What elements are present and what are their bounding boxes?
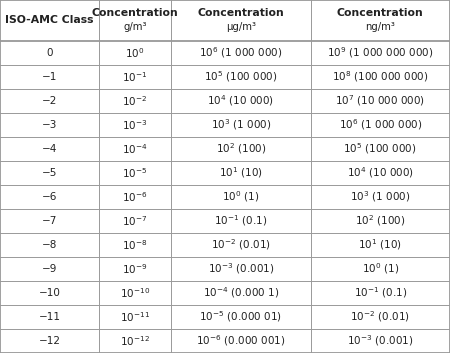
Text: −7: −7 — [42, 216, 57, 226]
Text: $10^{5}$ (100 000): $10^{5}$ (100 000) — [204, 69, 278, 84]
Text: $10^{4}$ (10 000): $10^{4}$ (10 000) — [347, 165, 414, 180]
Text: $10^{4}$ (10 000): $10^{4}$ (10 000) — [207, 93, 274, 108]
Text: $10^{2}$ (100): $10^{2}$ (100) — [355, 214, 405, 228]
Text: $10^{7}$ (10 000 000): $10^{7}$ (10 000 000) — [335, 93, 425, 108]
Text: µg/m³: µg/m³ — [226, 22, 256, 32]
Text: −12: −12 — [39, 336, 60, 346]
Text: $10^{-1}$ (0.1): $10^{-1}$ (0.1) — [354, 286, 407, 300]
Text: $10^{-6}$ (0.000 001): $10^{-6}$ (0.000 001) — [196, 334, 286, 348]
Text: $10^{-2}$ (0.01): $10^{-2}$ (0.01) — [211, 238, 271, 252]
Text: $10^{-8}$: $10^{-8}$ — [122, 238, 148, 252]
Text: $10^{-12}$: $10^{-12}$ — [120, 334, 150, 348]
Text: Concentration: Concentration — [337, 7, 423, 18]
Text: Concentration: Concentration — [92, 7, 178, 18]
Text: $10^{0}$: $10^{0}$ — [125, 46, 145, 60]
Text: $10^{1}$ (10): $10^{1}$ (10) — [219, 165, 263, 180]
Text: 0: 0 — [46, 48, 53, 58]
Text: −4: −4 — [42, 144, 57, 154]
Text: $10^{3}$ (1 000): $10^{3}$ (1 000) — [211, 117, 271, 132]
Text: g/m³: g/m³ — [123, 22, 147, 32]
Text: $10^{8}$ (100 000 000): $10^{8}$ (100 000 000) — [332, 69, 428, 84]
Text: $10^{-4}$ (0.000 1): $10^{-4}$ (0.000 1) — [202, 286, 279, 300]
Text: $10^{-2}$ (0.01): $10^{-2}$ (0.01) — [350, 310, 410, 324]
Text: −1: −1 — [42, 72, 57, 82]
Text: $10^{-3}$ (0.001): $10^{-3}$ (0.001) — [207, 262, 274, 276]
Text: $10^{-6}$: $10^{-6}$ — [122, 190, 148, 204]
Text: ISO-AMC Class: ISO-AMC Class — [5, 15, 94, 25]
Text: $10^{-2}$: $10^{-2}$ — [122, 94, 148, 108]
Text: −8: −8 — [42, 240, 57, 250]
Text: −11: −11 — [39, 312, 60, 322]
Text: $10^{0}$ (1): $10^{0}$ (1) — [362, 262, 399, 276]
Text: $10^{-3}$: $10^{-3}$ — [122, 118, 148, 132]
Text: $10^{-1}$ (0.1): $10^{-1}$ (0.1) — [214, 214, 267, 228]
Text: −5: −5 — [42, 168, 57, 178]
Text: $10^{0}$ (1): $10^{0}$ (1) — [222, 190, 259, 204]
Text: $10^{-11}$: $10^{-11}$ — [120, 310, 150, 324]
Text: $10^{-10}$: $10^{-10}$ — [120, 286, 150, 300]
Text: Concentration: Concentration — [198, 7, 284, 18]
Text: $10^{-9}$: $10^{-9}$ — [122, 262, 148, 276]
Text: −2: −2 — [42, 96, 57, 106]
Text: $10^{-5}$: $10^{-5}$ — [122, 166, 148, 180]
Text: $10^{1}$ (10): $10^{1}$ (10) — [358, 238, 402, 252]
Text: −3: −3 — [42, 120, 57, 130]
Text: $10^{2}$ (100): $10^{2}$ (100) — [216, 141, 266, 156]
Text: −10: −10 — [39, 288, 60, 298]
Text: $10^{6}$ (1 000 000): $10^{6}$ (1 000 000) — [199, 45, 283, 60]
Text: −9: −9 — [42, 264, 57, 274]
Text: $10^{-1}$: $10^{-1}$ — [122, 70, 148, 84]
Text: $10^{-4}$: $10^{-4}$ — [122, 142, 148, 156]
Text: $10^{9}$ (1 000 000 000): $10^{9}$ (1 000 000 000) — [327, 45, 433, 60]
Text: $10^{-7}$: $10^{-7}$ — [122, 214, 148, 228]
Text: $10^{-3}$ (0.001): $10^{-3}$ (0.001) — [347, 334, 414, 348]
Text: $10^{3}$ (1 000): $10^{3}$ (1 000) — [350, 190, 410, 204]
Text: $10^{-5}$ (0.000 01): $10^{-5}$ (0.000 01) — [199, 310, 282, 324]
Text: $10^{5}$ (100 000): $10^{5}$ (100 000) — [343, 141, 417, 156]
Text: ng/m³: ng/m³ — [365, 22, 395, 32]
Text: −6: −6 — [42, 192, 57, 202]
Text: $10^{6}$ (1 000 000): $10^{6}$ (1 000 000) — [338, 117, 422, 132]
